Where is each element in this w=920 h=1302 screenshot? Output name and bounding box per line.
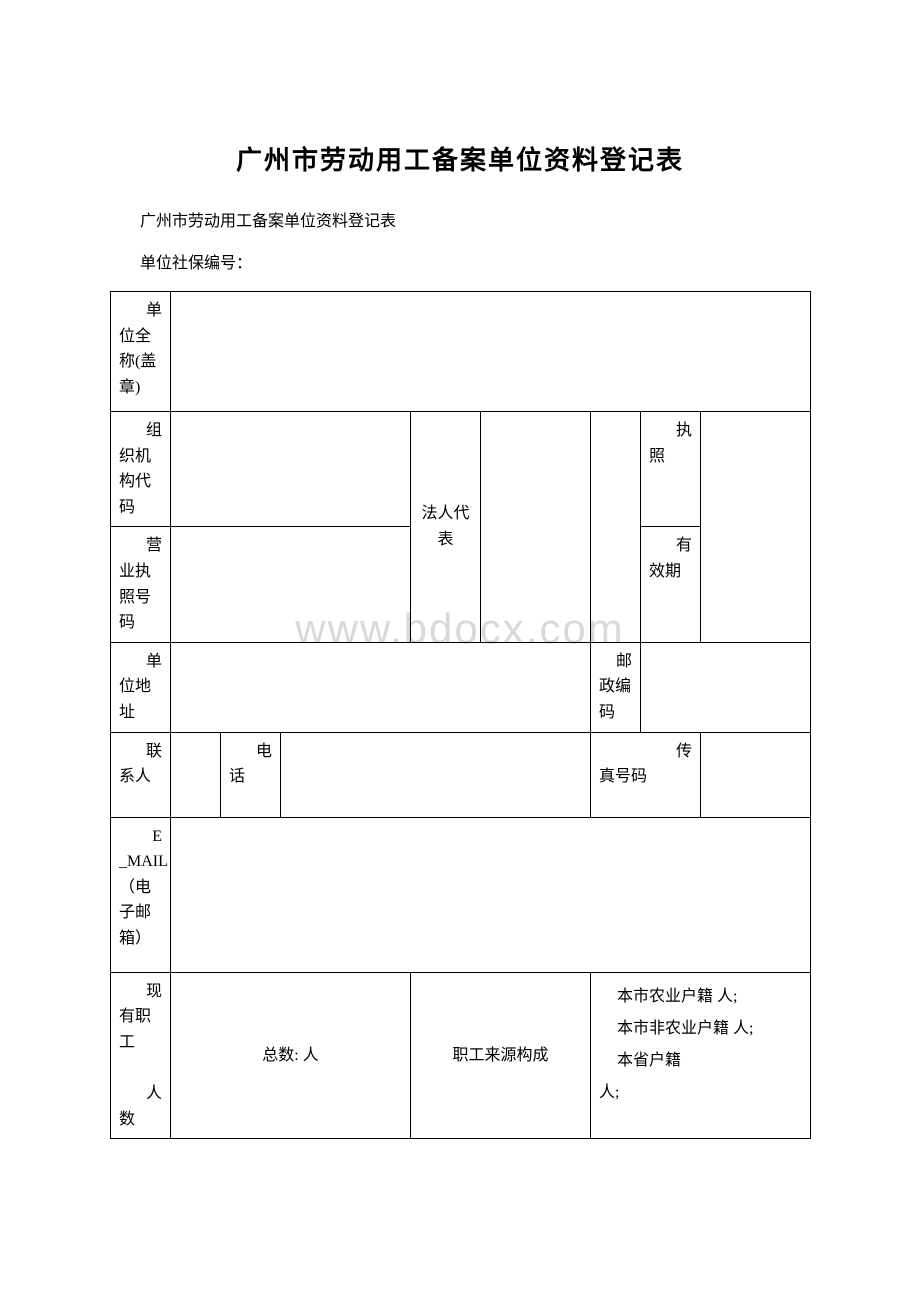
legal-rep-value <box>481 412 591 643</box>
source-line1: 本市农业户籍 人; <box>599 981 802 1013</box>
source-line4: 人; <box>599 1077 802 1109</box>
org-code-value <box>171 412 411 527</box>
license-value <box>701 412 811 643</box>
employee-count-label: 现有职工人数 <box>111 972 171 1139</box>
source-line2: 本市非农业户籍 人; <box>599 1013 802 1045</box>
postal-code-label: 邮政编码 <box>591 642 641 732</box>
contact-person-label: 联系人 <box>111 732 171 817</box>
total-count-label: 总数: 人 <box>171 972 411 1139</box>
business-license-label: 营业执照号码 <box>111 527 171 642</box>
contact-person-value <box>171 732 221 817</box>
org-code-label: 组织机构代码 <box>111 412 171 527</box>
fax-label: 传真号码 <box>591 732 701 817</box>
legal-rep-label: 法人代表 <box>411 412 481 643</box>
address-label: 单位地址 <box>111 642 171 732</box>
employee-source-label: 职工来源构成 <box>411 972 591 1139</box>
license-label: 执照 <box>641 412 701 527</box>
address-value <box>171 642 591 732</box>
source-line3: 本省户籍 <box>599 1045 802 1077</box>
business-license-value <box>171 527 411 642</box>
unit-name-value <box>171 292 811 412</box>
registration-table: 单位全称(盖章) 组织机构代码 法人代表 执照 营业执照号码 有 <box>110 291 811 1139</box>
postal-code-value <box>641 642 811 732</box>
validity-label: 有效期 <box>641 527 701 642</box>
phone-label: 电话 <box>221 732 281 817</box>
document-content: 广州市劳动用工备案单位资料登记表 广州市劳动用工备案单位资料登记表 单位社保编号… <box>110 140 810 1139</box>
spacer-1 <box>591 412 641 643</box>
email-value <box>171 817 811 972</box>
email-label: E_MAIL（电子邮箱） <box>111 817 171 972</box>
phone-value <box>281 732 591 817</box>
page-title: 广州市劳动用工备案单位资料登记表 <box>110 140 810 177</box>
unit-name-label: 单位全称(盖章) <box>111 292 171 412</box>
fax-value <box>701 732 811 817</box>
employee-source-content: 本市农业户籍 人; 本市非农业户籍 人; 本省户籍 人; <box>591 972 811 1139</box>
subtitle: 广州市劳动用工备案单位资料登记表 <box>110 207 810 231</box>
social-insurance-label: 单位社保编号： <box>110 249 810 273</box>
